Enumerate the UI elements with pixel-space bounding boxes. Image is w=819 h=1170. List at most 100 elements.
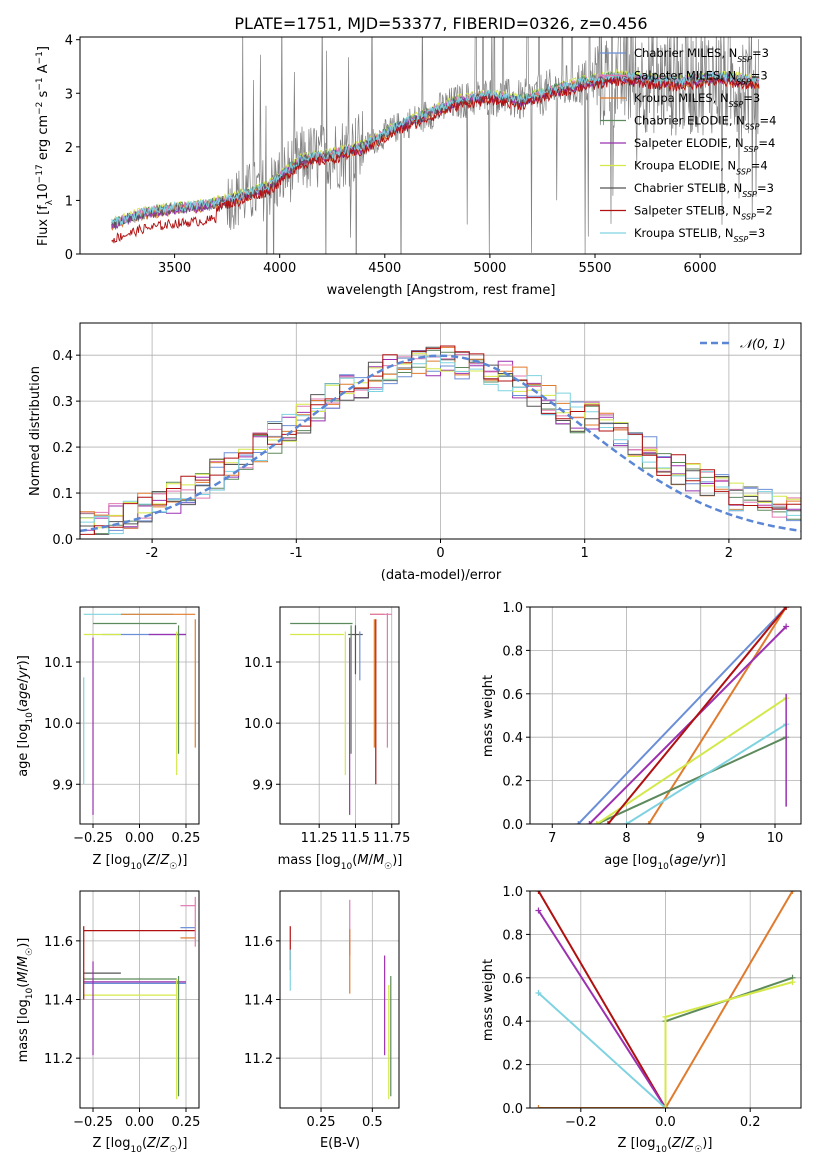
plot-area [290,613,392,815]
y-tick-label: 0.6 [502,688,523,703]
x-tick-label: 0 [436,546,444,561]
mass-weight-line [647,607,788,824]
y-tick-label: 0.0 [502,1102,523,1117]
y-tick-label: 10.1 [244,656,273,671]
x-tick-label: 0.25 [172,831,201,846]
x-tick-label: 0.00 [125,1115,154,1130]
mass-weight-line [577,607,787,824]
model-spectrum-8 [111,76,760,244]
legend-label: Kroupa STELIB, NSSP=3 [634,226,765,244]
marker-plus [535,989,542,996]
x-tick-label: 7 [548,831,556,846]
x-tick-label: 11.25 [301,831,338,846]
y-tick-label: 11.4 [244,994,273,1009]
mass-weight-line [596,736,787,824]
marker-plus [535,907,542,914]
plot-area [575,607,790,824]
axes-frame [279,606,400,825]
x-tick-label: 8 [622,831,630,846]
normal-reference-curve [80,354,801,533]
mass-weight-line [607,607,787,824]
plot-area [111,37,760,254]
x-tick-label: 5000 [473,261,506,276]
y-axis-label: mass weight [481,675,496,757]
y-tick-label: 0.1 [52,487,73,502]
marker-plus [586,821,593,824]
y-tick-label: 11.2 [244,1052,273,1067]
histogram-legend: 𝒩(0, 1) [700,336,786,351]
x-tick-label: 3500 [158,261,191,276]
observed-spectrum [111,37,759,254]
plot-area [83,613,196,815]
y-tick-label: 9.9 [52,778,73,793]
axes-panel-7: 0.25 0.5 11.2 11.4 11.6 E(B-V) [244,890,400,1151]
x-axis-label: mass [log10(M/M☉)] [278,853,403,872]
x-tick-label: 1 [581,546,589,561]
x-axis-label: wavelength [Angstrom, rest frame] [327,283,556,298]
model-spectrum-9 [111,70,760,227]
legend-label: Salpeter ELODIE, NSSP=4 [634,136,775,154]
x-tick-label: 10 [767,831,784,846]
y-tick-label: 11.2 [44,1052,73,1067]
residual-histogram-5 [80,350,801,531]
legend-label: Chabrier STELIB, NSSP=3 [634,181,774,199]
x-axis-label: Z [log10(Z/Z☉)] [93,853,188,872]
legend-label: Kroupa ELODIE, NSSP=4 [634,159,768,177]
y-tick-label: 0 [65,248,73,263]
marker-plus [783,623,790,630]
marker-plus [575,821,582,824]
legend-label: Kroupa MILES, NSSP=3 [634,91,760,109]
mass-weight-line [625,723,787,824]
axes-panel-8: −0.2 0.0 0.2 0.0 0.2 0.4 0.6 0.8 1.0 Z [log10(Z/Z… [481,885,802,1155]
x-tick-label: 0.25 [172,1115,201,1130]
x-tick-label: 5500 [578,261,611,276]
y-tick-label: 0.0 [52,533,73,548]
x-tick-label: 4500 [368,261,401,276]
y-tick-label: 0.6 [502,972,523,987]
y-axis-label: age [log10(age/yr)] [16,655,35,777]
x-axis-label: (data-model)/error [381,568,502,583]
residual-histogram-9 [80,355,801,535]
y-tick-label: 1.0 [502,885,523,900]
axes-frame [529,606,802,825]
marker-plus [535,891,542,894]
mass-weight-line [537,992,667,1108]
axes-frame [79,36,802,255]
y-tick-label: 4 [65,34,73,49]
axes-panel-3: −0.25 0.00 0.25 9.9 10.0 10.1 Z [log10(Z/Z☉)] a… [16,606,201,872]
marker-plus [789,979,796,986]
residual-histogram-6 [80,353,801,529]
y-tick-label: 9.9 [252,778,273,793]
plot-area [83,896,196,1100]
legend-label: Chabrier MILES, NSSP=3 [634,46,769,64]
y-axis-label: Flux [fλ10−17 erg cm−2 s−1 A−1] [35,46,55,246]
x-tick-label: 0.5 [362,1115,383,1130]
x-tick-label: 9 [697,831,705,846]
x-tick-label: -2 [146,546,159,561]
residual-histogram-8 [80,345,801,535]
marker-plus [789,891,796,894]
y-tick-label: 11.6 [244,935,273,950]
x-tick-label: 11.5 [341,831,370,846]
legend-label: Chabrier ELODIE, NSSP=4 [634,114,776,132]
marker-plus [593,821,600,824]
y-tick-label: 0.2 [502,1059,523,1074]
y-tick-label: 11.6 [44,935,73,950]
y-tick-label: 0.2 [52,441,73,456]
x-axis-label: age [log10(age/yr)] [604,853,726,872]
marker-plus [604,821,611,824]
y-axis-label: mass [log10(M/M☉)] [16,938,35,1063]
x-axis-label: E(B-V) [320,1136,360,1151]
legend-label: Salpeter STELIB, NSSP=2 [634,204,773,222]
mass-weight-line [596,697,787,824]
mass-weight-line [537,909,667,1108]
marker-plus [645,821,652,824]
marker-plus [623,821,630,824]
plot-area [80,345,801,535]
spectrum-legend: Chabrier MILES, NSSP=3 Salpeter MILES, NS… [600,46,776,244]
axes-panel-5: 7 8 9 10 0.0 0.2 0.4 0.6 0.8 1.0 age [log10(age/yr… [481,601,802,872]
x-tick-label: 4000 [263,261,296,276]
y-tick-label: 0.3 [52,395,73,410]
x-axis-label: Z [log10(Z/Z☉)] [618,1136,713,1155]
